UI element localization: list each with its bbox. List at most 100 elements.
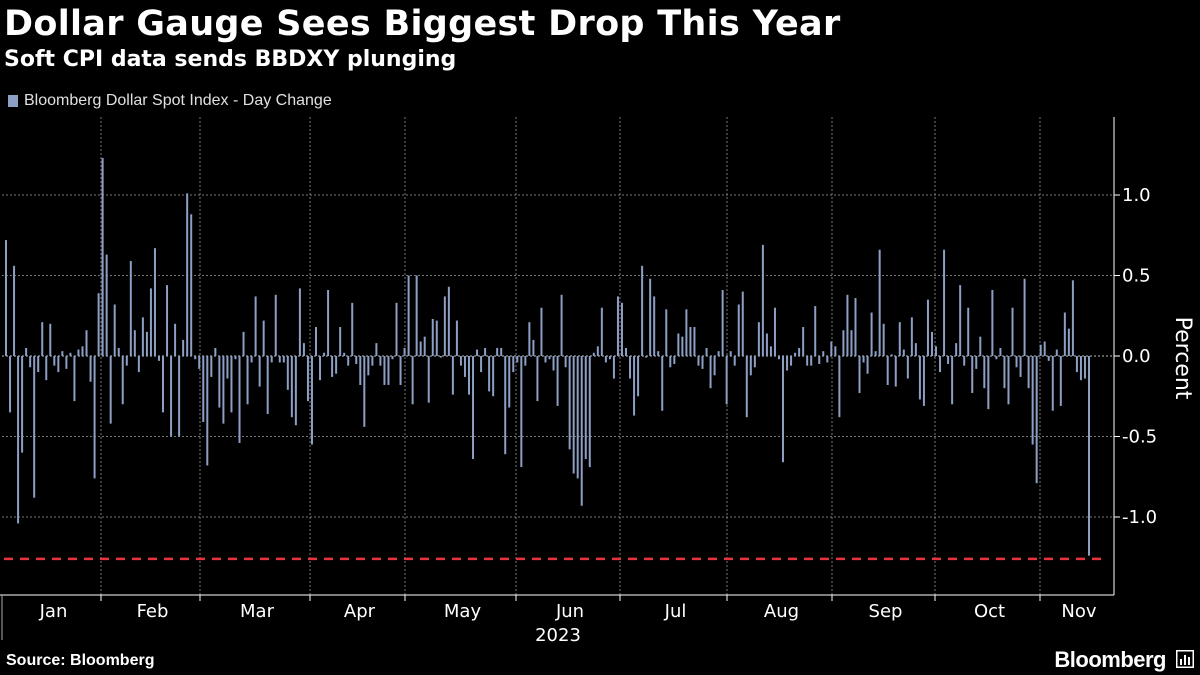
bar [745, 356, 748, 418]
x-tick-label: Feb [137, 601, 169, 622]
y-tick-label: 1.0 [1122, 185, 1151, 206]
bar [926, 299, 929, 356]
bar [186, 193, 189, 356]
bar [657, 351, 660, 356]
y-axis-label: Percent [1170, 317, 1195, 400]
bar [532, 339, 535, 356]
bar [620, 302, 623, 356]
bar [975, 356, 978, 369]
bar [121, 356, 124, 405]
bar [1071, 280, 1074, 356]
bar [753, 356, 756, 368]
bar [57, 356, 60, 373]
bar [254, 296, 257, 356]
bar [637, 356, 640, 397]
bar [943, 249, 946, 356]
bar [133, 330, 136, 356]
bar [794, 352, 797, 356]
bar [170, 356, 173, 437]
bar [246, 356, 249, 405]
bar [842, 330, 845, 356]
bar [242, 331, 245, 356]
bar [101, 157, 104, 356]
bar [258, 356, 261, 387]
bar [431, 318, 434, 356]
bar [1003, 356, 1006, 389]
bar [685, 309, 688, 356]
bar [1011, 307, 1014, 356]
bar [315, 327, 317, 356]
chart-subtitle: Soft CPI data sends BBDXY plunging [4, 47, 457, 72]
bar [790, 356, 793, 366]
x-tick-label: Nov [1061, 601, 1096, 622]
bar [721, 289, 724, 356]
bar [190, 214, 193, 356]
bar [73, 356, 76, 402]
bar [250, 356, 253, 363]
y-tick-label: 0.0 [1122, 346, 1151, 367]
bar [520, 356, 523, 468]
bar [1079, 356, 1082, 381]
bar [463, 356, 466, 377]
bar [33, 356, 36, 498]
bar [918, 356, 921, 400]
legend-label: Bloomberg Dollar Spot Index - Day Change [24, 92, 332, 109]
bar [339, 327, 342, 356]
bar [149, 288, 152, 356]
bar [61, 351, 64, 356]
bar [814, 306, 817, 356]
bar [552, 356, 555, 371]
x-axis: Jan Feb Mar Apr May Jun Jul Aug Sep Oct Nov [0, 594, 1114, 640]
bar [596, 346, 599, 356]
bar [145, 331, 148, 356]
bar [443, 296, 446, 356]
bar [13, 265, 16, 356]
bar [1019, 356, 1022, 377]
bar [536, 356, 539, 402]
bar [69, 352, 72, 356]
bar [588, 356, 591, 468]
bar [85, 330, 88, 356]
bar [375, 343, 378, 356]
bar [717, 351, 720, 356]
bar [238, 356, 241, 443]
x-tick-label: May [444, 601, 482, 622]
bar [592, 352, 595, 356]
bar [25, 347, 28, 356]
bar [769, 346, 772, 356]
bar [194, 356, 197, 360]
bar [29, 356, 32, 368]
bar [568, 356, 571, 450]
bar [1039, 344, 1042, 356]
bar [947, 356, 950, 365]
bar [327, 289, 330, 356]
bar [97, 293, 100, 356]
bar [1007, 356, 1010, 405]
bar [81, 346, 84, 356]
bar [612, 356, 615, 379]
bar [858, 356, 861, 394]
bar [323, 352, 326, 356]
bar [500, 347, 503, 356]
bar [725, 356, 728, 405]
bar [778, 356, 780, 360]
bar [77, 349, 80, 356]
x-tick-label: Apr [344, 601, 376, 622]
bar [415, 275, 418, 356]
bar [105, 254, 108, 356]
bar [765, 333, 768, 356]
bar [282, 356, 285, 363]
bar [866, 356, 869, 374]
bar [633, 356, 636, 416]
bar [367, 356, 370, 376]
bar [451, 356, 454, 395]
bar [705, 347, 708, 356]
bar [166, 285, 169, 356]
bar [262, 320, 265, 356]
bar [294, 356, 297, 426]
bar [584, 356, 587, 460]
bar [608, 356, 611, 360]
bar [427, 356, 430, 403]
bar [741, 291, 744, 356]
bar [476, 349, 479, 356]
